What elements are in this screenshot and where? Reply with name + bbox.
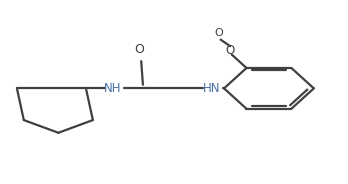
Text: O: O <box>135 43 144 56</box>
Text: O: O <box>214 28 223 38</box>
Text: HN: HN <box>203 82 221 95</box>
Text: NH: NH <box>104 82 121 95</box>
Text: O: O <box>226 44 235 57</box>
